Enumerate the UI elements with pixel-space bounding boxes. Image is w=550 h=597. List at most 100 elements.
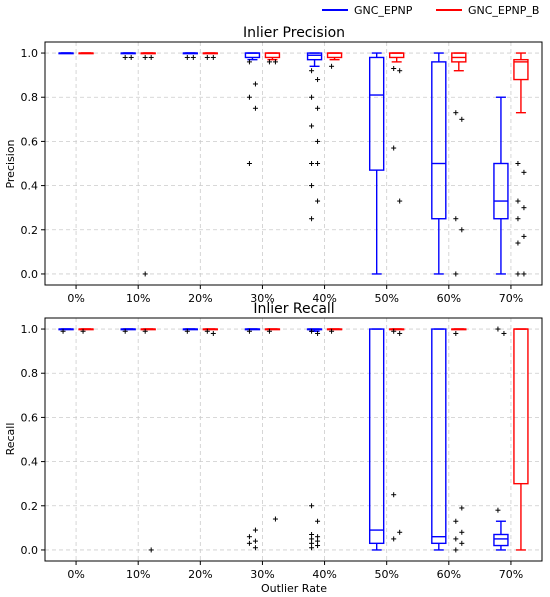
precision-box-gnc-epnp [182,52,199,60]
recall-y-tick-label: 0.2 [21,500,39,513]
outlier-marker [190,54,196,60]
outlier-marker [315,543,321,549]
iqr-box [513,328,529,485]
recall-box-gnc-epnp-b [388,328,405,542]
outlier-marker [184,328,190,334]
precision-box-gnc-epnp [431,52,447,275]
precision-title: Inlier Precision [243,25,345,41]
outlier-marker [397,68,403,74]
outlier-marker [148,547,154,553]
outlier-marker [309,216,315,222]
outlier-marker [315,538,321,544]
precision-box-gnc-epnp [306,52,323,222]
outlier-marker [252,527,258,533]
outlier-marker [204,328,210,334]
outlier-marker [122,328,128,334]
outlier-marker [315,138,321,144]
recall-box-gnc-epnp [244,328,261,551]
outlier-marker [272,59,278,65]
outlier-marker [521,205,527,211]
outlier-marker [515,216,521,222]
recall-box-gnc-epnp-b [78,328,94,334]
precision-y-tick-label: 0.4 [21,180,39,193]
precision-y-axis-label: Precision [4,139,17,188]
recall-title: Inlier Recall [253,301,334,317]
recall-y-tick-label: 0.4 [21,456,39,469]
outlier-marker [315,77,321,83]
outlier-marker [397,529,403,535]
outlier-marker [453,547,459,553]
outlier-marker [459,540,465,546]
precision-box-gnc-epnp-b [202,52,219,60]
recall-x-tick-label: 60% [437,568,461,581]
outlier-marker [495,326,501,332]
precision-x-tick-label: 30% [250,292,274,305]
precision-box-gnc-epnp-b [140,52,156,277]
outlier-marker [80,328,86,334]
recall-box-gnc-epnp [182,328,199,334]
precision-y-tick-label: 1.0 [21,47,39,60]
precision-x-tick-label: 60% [437,292,461,305]
outlier-marker [329,328,335,334]
recall-boxes [58,326,529,553]
outlier-marker [309,536,315,542]
precision-x-tick-label: 50% [374,292,398,305]
recall-y-axis-label: Recall [4,423,17,456]
outlier-marker [252,81,258,87]
outlier-marker [391,145,397,151]
outlier-marker [252,105,258,111]
legend-label-gnc-epnp: GNC_EPNP [354,4,413,17]
outlier-marker [501,330,507,336]
iqr-box [493,162,509,220]
recall-box-gnc-epnp-b [140,328,156,553]
outlier-marker [459,116,465,122]
outlier-marker [246,534,252,540]
precision-box-gnc-epnp [368,52,385,275]
recall-y-tick-label: 0.8 [21,367,39,380]
outlier-marker [128,54,134,60]
outlier-marker [521,169,527,175]
outlier-marker [329,63,335,69]
recall-axes-frame [44,317,543,562]
outlier-marker [391,328,397,334]
outlier-marker [453,271,459,277]
recall-box-gnc-epnp [368,328,385,551]
precision-box-gnc-epnp [493,96,509,275]
recall-x-tick-label: 0% [67,568,84,581]
iqr-box [431,328,447,545]
outlier-marker [521,233,527,239]
precision-y-tick-label: 0.2 [21,224,39,237]
recall-y-tick-label: 0.0 [21,544,39,557]
outlier-marker [309,328,315,334]
recall-x-tick-label: 70% [499,568,523,581]
outlier-marker [453,518,459,524]
outlier-marker [397,198,403,204]
outlier-marker [148,54,154,60]
outlier-marker [459,227,465,233]
iqr-box [493,533,509,547]
precision-axes-frame [44,41,543,286]
outlier-marker [60,328,66,334]
recall-x-tick-label: 40% [312,568,336,581]
outlier-marker [453,216,459,222]
recall-y-tick-label: 0.6 [21,411,39,424]
iqr-box [368,56,385,171]
precision-box-gnc-epnp-b [264,52,281,65]
outlier-marker [391,536,397,542]
iqr-box [431,61,447,220]
recall-x-tick-label: 10% [126,568,150,581]
iqr-box [513,58,529,81]
precision-x-tick-label: 70% [499,292,523,305]
outlier-marker [246,59,252,65]
outlier-marker [309,531,315,537]
outlier-marker [315,198,321,204]
precision-box-gnc-epnp [244,52,261,166]
outlier-marker [204,54,210,60]
recall-box-gnc-epnp-b [202,328,219,336]
legend: GNC_EPNP GNC_EPNP_B [322,4,539,17]
outlier-marker [142,328,148,334]
outlier-marker [515,198,521,204]
precision-box-gnc-epnp-b [78,52,94,55]
precision-box-gnc-epnp-b [388,52,405,204]
